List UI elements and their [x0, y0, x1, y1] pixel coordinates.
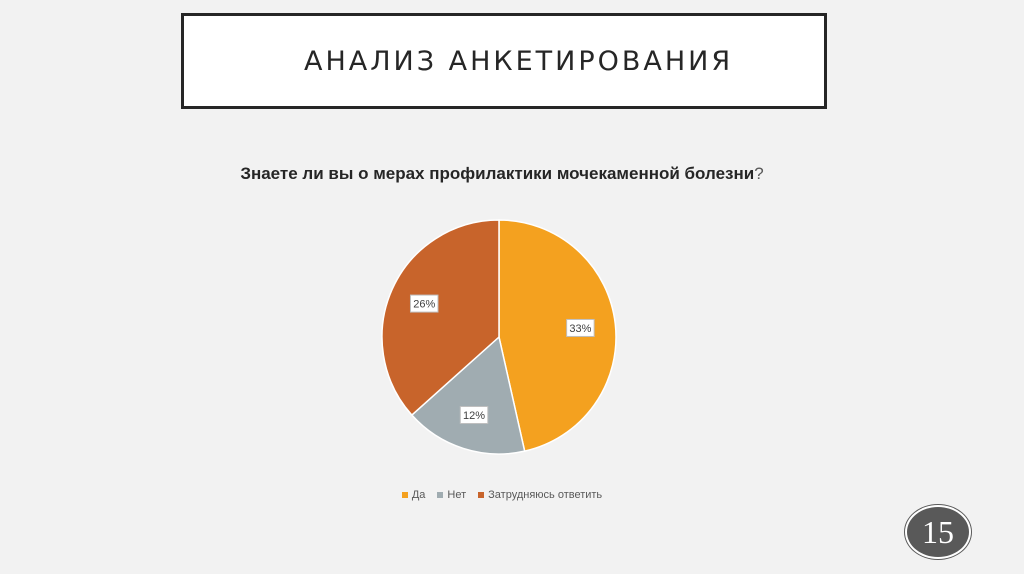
slide-title-box: АНАЛИЗ АНКЕТИРОВАНИЯ — [181, 13, 827, 109]
pie-slice-yes — [498, 219, 617, 453]
legend-label-no: Нет — [447, 489, 467, 501]
chart-legend: Да Нет Затрудняюсь ответить — [0, 489, 1004, 501]
legend-item-no: Нет — [437, 489, 466, 501]
legend-label-unsure: Затрудняюсь ответить — [488, 489, 603, 501]
svg-text:33%: 33% — [569, 323, 591, 335]
legend-swatch-yes — [401, 492, 408, 498]
chart-title-suffix: ? — [754, 164, 764, 183]
data-label-no: 12% — [459, 406, 489, 425]
legend-swatch-no — [437, 492, 444, 498]
chart-title: Знаете ли вы о мерах профилактики мочека… — [0, 164, 1004, 184]
svg-text:12%: 12% — [463, 410, 485, 422]
pie-slice-no — [410, 335, 526, 455]
chart-title-text: Знаете ли вы о мерах профилактики мочека… — [240, 164, 755, 183]
svg-text:26%: 26% — [413, 299, 435, 311]
legend-item-unsure: Затрудняюсь ответить — [478, 489, 602, 501]
slide-title: АНАЛИЗ АНКЕТИРОВАНИЯ — [304, 45, 734, 77]
page-number: 15 — [922, 513, 954, 550]
pie-slice-unsure — [381, 219, 500, 417]
legend-label-yes: Да — [411, 489, 426, 501]
data-label-unsure: 26% — [409, 294, 439, 313]
page-number-badge: 15 — [905, 505, 971, 559]
legend-swatch-unsure — [478, 492, 485, 498]
data-label-yes: 33% — [566, 318, 595, 337]
legend-item-yes: Да — [401, 489, 426, 501]
